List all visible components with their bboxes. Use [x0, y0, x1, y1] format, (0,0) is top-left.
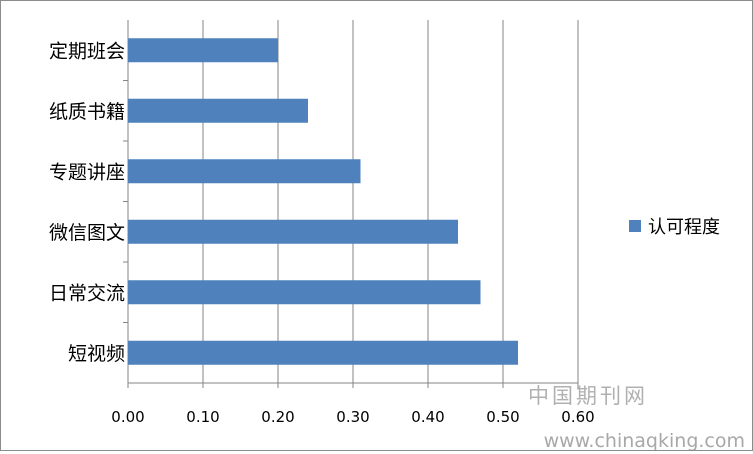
category-label: 专题讲座 — [49, 161, 125, 183]
bar — [128, 219, 458, 244]
bar — [128, 159, 361, 184]
x-tick-label: 0.00 — [111, 408, 144, 426]
category-label: 定期班会 — [49, 40, 125, 62]
category-label: 日常交流 — [49, 282, 125, 304]
bar — [128, 340, 518, 365]
category-label: 纸质书籍 — [49, 101, 125, 123]
legend-swatch — [629, 220, 641, 232]
legend: 认可程度 — [629, 217, 720, 238]
category-label: 微信图文 — [49, 222, 125, 244]
x-tick-label: 0.20 — [261, 408, 294, 426]
x-tick-labels: 0.00 0.10 0.20 0.30 0.40 0.50 0.60 — [111, 408, 594, 426]
x-tick-label: 0.30 — [336, 408, 369, 426]
x-tick-label: 0.50 — [486, 408, 519, 426]
category-label: 短视频 — [68, 343, 125, 365]
bar — [128, 38, 278, 63]
bar — [128, 280, 481, 305]
watermark-url: www.chinaqking.com — [544, 430, 745, 450]
watermark-title: 中国期刊网 — [528, 384, 648, 408]
bars — [128, 38, 518, 365]
gridlines — [202, 20, 579, 383]
x-tick-label: 0.40 — [411, 408, 444, 426]
x-tick-label: 0.60 — [561, 408, 594, 426]
bar — [128, 98, 308, 123]
legend-label: 认可程度 — [648, 217, 720, 238]
axes — [123, 20, 579, 388]
watermark: 中国期刊网 www.chinaqking.com — [528, 384, 745, 452]
x-tick-label: 0.10 — [186, 408, 219, 426]
